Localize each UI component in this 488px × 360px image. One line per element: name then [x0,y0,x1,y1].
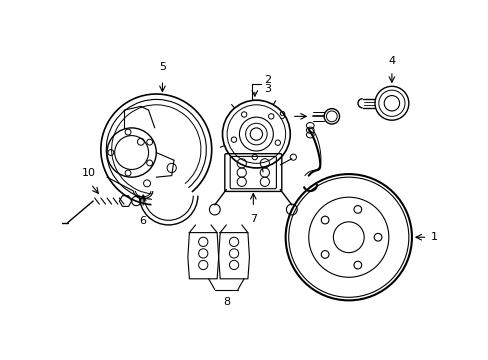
Text: 10: 10 [81,168,95,178]
Text: 4: 4 [387,56,395,66]
Text: 6: 6 [140,216,146,226]
Text: 5: 5 [159,62,165,72]
Text: 3: 3 [264,84,270,94]
Text: 1: 1 [429,232,436,242]
Text: 7: 7 [249,214,256,224]
Text: 8: 8 [223,297,229,307]
Text: 9: 9 [278,111,285,121]
Text: 2: 2 [264,75,271,85]
